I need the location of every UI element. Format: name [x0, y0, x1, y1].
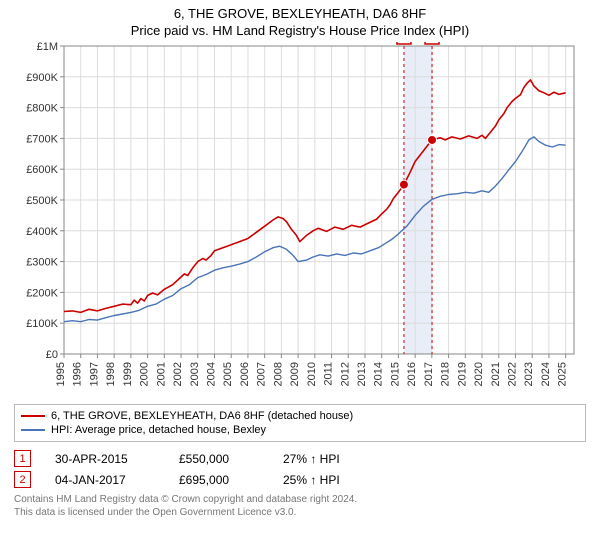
legend: 6, THE GROVE, BEXLEYHEATH, DA6 8HF (deta…	[14, 404, 586, 442]
legend-item-hpi: HPI: Average price, detached house, Bexl…	[21, 423, 579, 437]
svg-text:2020: 2020	[473, 362, 485, 386]
footer-attribution: Contains HM Land Registry data © Crown c…	[14, 494, 586, 519]
svg-text:2019: 2019	[456, 362, 468, 386]
svg-text:2001: 2001	[155, 362, 167, 386]
svg-text:2008: 2008	[272, 362, 284, 386]
svg-text:2018: 2018	[440, 362, 452, 386]
svg-text:£600K: £600K	[26, 164, 58, 176]
svg-text:2: 2	[429, 42, 435, 44]
sale-marker-badge: 2	[14, 471, 31, 488]
svg-text:2016: 2016	[406, 362, 418, 386]
sale-row: 2 04-JAN-2017 £695,000 25% ↑ HPI	[14, 469, 586, 490]
svg-text:£0: £0	[46, 349, 58, 361]
sale-delta: 25% ↑ HPI	[283, 473, 340, 487]
title-subtitle: Price paid vs. HM Land Registry's House …	[14, 23, 586, 38]
chart-titles: 6, THE GROVE, BEXLEYHEATH, DA6 8HF Price…	[14, 6, 586, 38]
svg-text:1997: 1997	[88, 362, 100, 386]
sale-marker-badge: 1	[14, 450, 31, 467]
svg-text:2021: 2021	[490, 362, 502, 386]
svg-text:2015: 2015	[389, 362, 401, 386]
svg-text:2004: 2004	[205, 362, 217, 386]
sale-price: £550,000	[179, 452, 259, 466]
svg-text:2005: 2005	[222, 362, 234, 386]
svg-text:2006: 2006	[239, 362, 251, 386]
svg-text:£900K: £900K	[26, 72, 58, 84]
svg-text:£1M: £1M	[37, 42, 58, 53]
svg-text:1995: 1995	[55, 362, 67, 386]
svg-text:2022: 2022	[506, 362, 518, 386]
legend-swatch	[21, 429, 45, 431]
legend-label: HPI: Average price, detached house, Bexl…	[51, 424, 266, 436]
svg-text:£700K: £700K	[26, 133, 58, 145]
svg-text:£800K: £800K	[26, 103, 58, 115]
svg-text:£300K: £300K	[26, 257, 58, 269]
svg-text:2014: 2014	[373, 362, 385, 386]
legend-swatch	[21, 415, 45, 417]
svg-text:2011: 2011	[323, 362, 335, 386]
legend-label: 6, THE GROVE, BEXLEYHEATH, DA6 8HF (deta…	[51, 410, 353, 422]
svg-text:2013: 2013	[356, 362, 368, 386]
svg-text:2002: 2002	[172, 362, 184, 386]
svg-text:2009: 2009	[289, 362, 301, 386]
svg-text:1: 1	[401, 42, 407, 44]
svg-text:1998: 1998	[105, 362, 117, 386]
svg-text:2010: 2010	[306, 362, 318, 386]
title-address: 6, THE GROVE, BEXLEYHEATH, DA6 8HF	[14, 6, 586, 21]
svg-text:2007: 2007	[256, 362, 268, 386]
chart-svg: £0 £100K £200K £300K £400K £500K £600K £700K £80…	[14, 42, 584, 402]
sale-date: 04-JAN-2017	[55, 473, 155, 487]
svg-text:2023: 2023	[523, 362, 535, 386]
svg-text:2003: 2003	[189, 362, 201, 386]
svg-text:2012: 2012	[339, 362, 351, 386]
svg-text:£500K: £500K	[26, 195, 58, 207]
svg-text:£400K: £400K	[26, 226, 58, 238]
svg-text:2024: 2024	[540, 362, 552, 386]
line-chart: £0 £100K £200K £300K £400K £500K £600K £700K £80…	[14, 42, 586, 402]
svg-text:2025: 2025	[557, 362, 569, 386]
svg-text:£200K: £200K	[26, 287, 58, 299]
svg-text:1999: 1999	[122, 362, 134, 386]
sale-price: £695,000	[179, 473, 259, 487]
svg-text:2000: 2000	[139, 362, 151, 386]
sale-delta: 27% ↑ HPI	[283, 452, 340, 466]
svg-text:2017: 2017	[423, 362, 435, 386]
sale-date: 30-APR-2015	[55, 452, 155, 466]
svg-text:1996: 1996	[72, 362, 84, 386]
svg-text:£100K: £100K	[26, 318, 58, 330]
sale-row: 1 30-APR-2015 £550,000 27% ↑ HPI	[14, 448, 586, 469]
sales-table: 1 30-APR-2015 £550,000 27% ↑ HPI 2 04-JA…	[14, 448, 586, 490]
legend-item-property: 6, THE GROVE, BEXLEYHEATH, DA6 8HF (deta…	[21, 409, 579, 423]
